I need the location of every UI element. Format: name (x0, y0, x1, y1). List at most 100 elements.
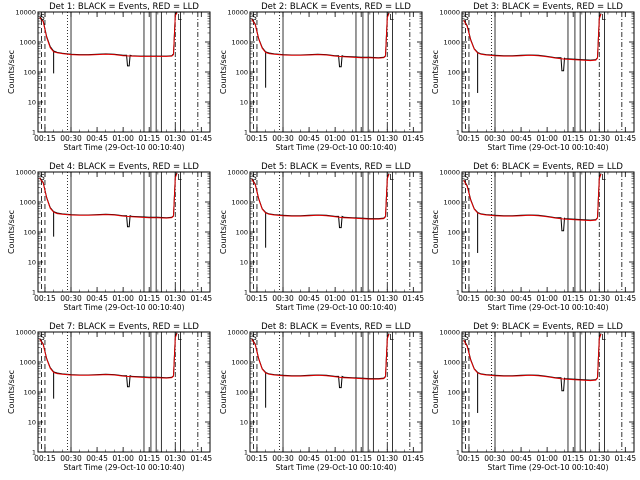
panel-title: Det 4: BLACK = Events, RED = LLD (49, 162, 199, 172)
lld-line (251, 13, 390, 59)
x-tick-label: 01:45 (403, 454, 425, 463)
marker-label-s: S (252, 333, 257, 342)
y-tick-label: 1000 (443, 199, 460, 207)
x-tick-label: 01:45 (615, 294, 637, 303)
x-tick-label: 00:45 (298, 294, 320, 303)
y-tick-label: 1 (244, 449, 248, 457)
y-tick-label: 1 (456, 289, 460, 297)
panel-det-7: Det 7: BLACK = Events, RED = LLD 1 10 100 10… (7, 322, 212, 472)
marker-label-l: L (601, 13, 606, 22)
x-tick-label: 01:15 (350, 454, 372, 463)
panel-title: Det 8: BLACK = Events, RED = LLD (261, 322, 411, 332)
x-axis-label: Start Time (29-Oct-10 00:10:40) (63, 303, 184, 312)
x-tick-label: 01:30 (376, 134, 398, 143)
lld-line (463, 333, 602, 382)
x-tick-label: 01:15 (138, 134, 160, 143)
panel-det-2: Det 2: BLACK = Events, RED = LLD 1 10 100 10… (219, 2, 424, 152)
y-axis-label: Counts/sec (219, 50, 228, 94)
x-tick-label: 00:15 (458, 454, 480, 463)
x-tick-label: 00:15 (34, 134, 56, 143)
y-tick-label: 100 (24, 389, 36, 397)
y-tick-label: 100 (24, 229, 36, 237)
y-tick-label: 10 (240, 419, 248, 427)
y-tick-label: 100 (236, 69, 248, 77)
x-tick-label: 00:45 (86, 134, 108, 143)
x-tick-label: 01:30 (588, 294, 610, 303)
x-tick-label: 00:30 (60, 134, 82, 143)
y-axis-label: Counts/sec (219, 210, 228, 254)
x-tick-label: 01:45 (615, 134, 637, 143)
x-tick-label: 01:00 (112, 294, 134, 303)
x-tick-label: 01:00 (324, 454, 346, 463)
x-tick-label: 01:00 (536, 134, 558, 143)
plot-frame (461, 331, 635, 453)
x-tick-label: 00:30 (484, 454, 506, 463)
x-tick-label: 01:45 (403, 294, 425, 303)
lld-line (39, 173, 178, 219)
x-tick-label: 00:15 (246, 134, 268, 143)
x-tick-label: 00:45 (298, 454, 320, 463)
y-tick-label: 10000 (15, 169, 36, 177)
x-axis-label: Start Time (29-Oct-10 00:10:40) (487, 303, 608, 312)
y-tick-label: 1 (244, 129, 248, 137)
x-tick-label: 01:30 (588, 134, 610, 143)
x-axis-label: Start Time (29-Oct-10 00:10:40) (487, 143, 608, 152)
y-axis-label: Counts/sec (431, 370, 440, 414)
x-tick-label: 00:15 (458, 294, 480, 303)
y-tick-label: 1000 (443, 39, 460, 47)
y-tick-label: 1000 (19, 199, 36, 207)
marker-label-s: S (40, 333, 45, 342)
y-tick-label: 10 (240, 259, 248, 267)
x-tick-label: 01:00 (112, 454, 134, 463)
x-tick-label: 00:15 (34, 454, 56, 463)
lld-line (39, 333, 178, 379)
x-tick-label: 00:45 (86, 294, 108, 303)
x-tick-label: 00:30 (272, 454, 294, 463)
x-tick-label: 00:45 (298, 134, 320, 143)
plot-frame (37, 171, 211, 293)
y-tick-label: 100 (448, 229, 460, 237)
x-tick-label: 00:30 (60, 454, 82, 463)
y-tick-label: 10 (28, 99, 36, 107)
marker-label-l: L (389, 333, 394, 342)
y-tick-label: 100 (448, 69, 460, 77)
marker-label-l: L (389, 173, 394, 182)
y-tick-label: 10 (28, 259, 36, 267)
x-tick-label: 01:15 (562, 134, 584, 143)
x-axis-label: Start Time (29-Oct-10 00:10:40) (63, 463, 184, 472)
x-tick-label: 01:45 (191, 294, 213, 303)
y-tick-label: 10000 (439, 169, 460, 177)
plot-frame (249, 331, 423, 453)
plot-frame (37, 331, 211, 453)
y-tick-label: 10 (28, 419, 36, 427)
x-tick-label: 01:15 (562, 454, 584, 463)
marker-label-s: S (252, 173, 257, 182)
panel-title: Det 3: BLACK = Events, RED = LLD (473, 2, 623, 12)
y-tick-label: 10 (452, 99, 460, 107)
x-tick-label: 01:00 (112, 134, 134, 143)
x-tick-label: 01:30 (588, 454, 610, 463)
y-tick-label: 100 (236, 229, 248, 237)
y-tick-label: 10000 (439, 329, 460, 337)
marker-label-s: S (464, 13, 469, 22)
marker-label-l: L (601, 333, 606, 342)
y-tick-label: 1000 (231, 39, 248, 47)
x-axis-label: Start Time (29-Oct-10 00:10:40) (487, 463, 608, 472)
x-tick-label: 01:30 (164, 454, 186, 463)
y-tick-label: 1000 (19, 39, 36, 47)
plot-frame (461, 171, 635, 293)
marker-label-l: L (177, 173, 182, 182)
lld-line (39, 12, 178, 57)
panel-title: Det 9: BLACK = Events, RED = LLD (473, 322, 623, 332)
y-tick-label: 10000 (439, 9, 460, 17)
y-tick-label: 1000 (231, 359, 248, 367)
y-tick-label: 10 (240, 99, 248, 107)
x-tick-label: 01:00 (536, 294, 558, 303)
y-axis-label: Counts/sec (431, 210, 440, 254)
y-tick-label: 10000 (15, 9, 36, 17)
y-tick-label: 100 (448, 389, 460, 397)
panel-det-8: Det 8: BLACK = Events, RED = LLD 1 10 100 10… (219, 322, 424, 472)
y-axis-label: Counts/sec (7, 50, 16, 94)
panel-det-5: Det 5: BLACK = Events, RED = LLD 1 10 100 10… (219, 162, 424, 312)
y-tick-label: 10000 (227, 9, 248, 17)
